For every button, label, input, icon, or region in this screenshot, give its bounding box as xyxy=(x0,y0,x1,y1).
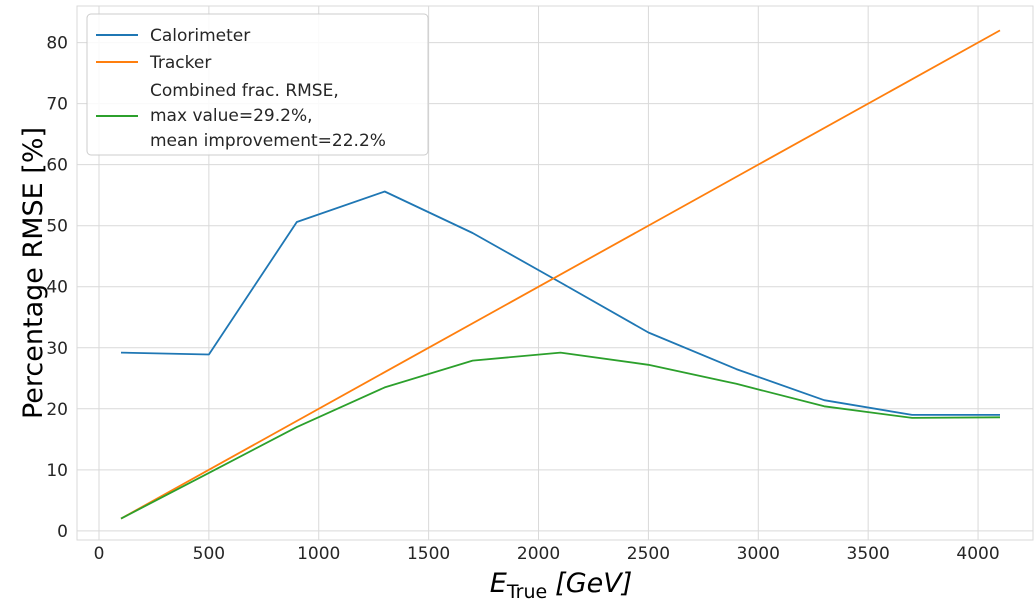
series-line-calorimeter xyxy=(120,190,1000,416)
y-tick-label: 50 xyxy=(46,217,68,237)
y-tick-label: 30 xyxy=(46,339,68,359)
legend-label-combined-line3: mean improvement=22.2% xyxy=(150,131,386,151)
x-axis-label-symbol: E xyxy=(490,568,507,599)
x-axis-label: ETrue [GeV] xyxy=(490,568,633,599)
legend-box xyxy=(86,13,429,156)
x-tick-label: 500 xyxy=(193,544,225,564)
y-tick-label: 10 xyxy=(46,461,68,481)
tick-labels: 0 500 1000 1500 2000 2500 3000 3500 4000 0 10 20 30 4… xyxy=(46,34,999,564)
x-tick-label: 2500 xyxy=(627,544,670,564)
series-lines xyxy=(120,29,1001,520)
x-tick-label: 2000 xyxy=(517,544,560,564)
x-tick-label: 1000 xyxy=(297,544,340,564)
x-tick-label: 4000 xyxy=(956,544,999,564)
y-tick-label: 20 xyxy=(46,400,68,420)
y-axis-label: Percentage RMSE [%] xyxy=(18,127,49,419)
legend-label-combined-line1: Combined frac. RMSE, xyxy=(150,81,339,101)
legend-label-tracker: Tracker xyxy=(149,53,211,73)
series-line-tracker xyxy=(120,29,1001,520)
y-tick-label: 40 xyxy=(46,278,68,298)
y-tick-label: 60 xyxy=(46,156,68,176)
legend-label-combined-line2: max value=29.2%, xyxy=(150,106,313,126)
x-tick-label: 3500 xyxy=(847,544,890,564)
y-tick-label: 0 xyxy=(57,522,68,542)
x-tick-label: 3000 xyxy=(737,544,780,564)
plot-border xyxy=(76,5,1034,541)
x-axis-label-subscript: True xyxy=(506,581,547,599)
plot-frame xyxy=(76,5,1034,541)
x-tick-label: 0 xyxy=(94,544,105,564)
x-axis-label-unit: [GeV] xyxy=(555,568,632,599)
series-line-combined xyxy=(120,351,1001,520)
legend-label-calorimeter: Calorimeter xyxy=(150,26,250,46)
y-tick-label: 70 xyxy=(46,95,68,115)
y-tick-label: 80 xyxy=(46,34,68,54)
x-tick-label: 1500 xyxy=(407,544,450,564)
legend: Calorimeter Tracker Combined frac. RMSE,… xyxy=(86,13,429,156)
